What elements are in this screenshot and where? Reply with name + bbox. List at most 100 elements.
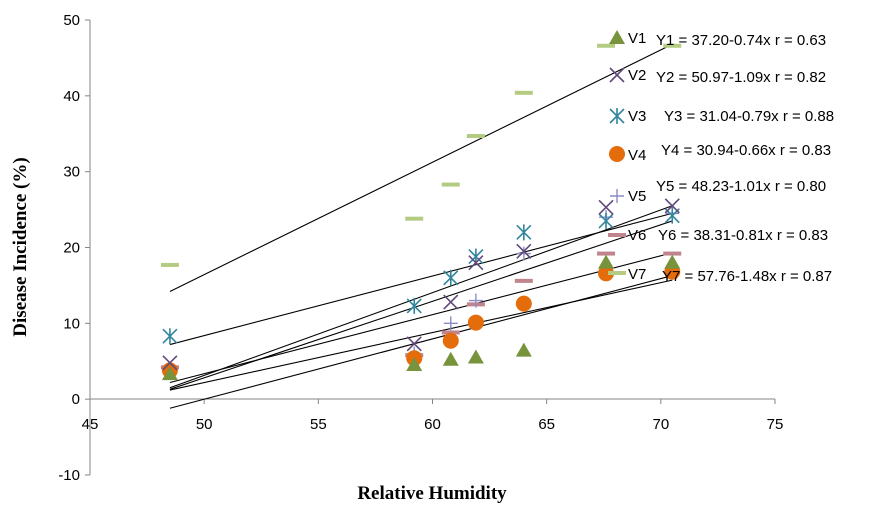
triangle-marker xyxy=(515,342,532,357)
x-marker xyxy=(468,255,484,271)
plus-marker xyxy=(443,316,458,331)
asterisk-marker xyxy=(598,212,614,229)
y-axis-label: Disease Incidence (%) xyxy=(10,157,31,336)
point-v1 xyxy=(467,349,484,364)
point-v4 xyxy=(515,295,532,312)
asterisk-marker xyxy=(443,269,459,286)
legend-entry-v6: V6 Y6 = 38.31-0.81x r = 0.83 xyxy=(608,227,828,244)
regression-equation: Y6 = 38.31-0.81x r = 0.83 xyxy=(658,227,828,244)
x-tick-label: 75 xyxy=(767,416,784,433)
legend-entry-v3: V3 Y3 = 31.04-0.79x r = 0.88 xyxy=(609,108,834,125)
legend-label: V6 xyxy=(628,227,646,244)
point-v7 xyxy=(441,182,460,187)
fit-line-v1 xyxy=(169,43,673,292)
point-v1 xyxy=(664,254,681,269)
point-v5 xyxy=(443,316,458,331)
point-v2 xyxy=(468,255,484,271)
triangle-marker xyxy=(406,357,423,372)
x-tick-label: 70 xyxy=(652,416,669,433)
circle-marker xyxy=(598,265,615,282)
x-marker xyxy=(609,67,625,83)
legend-label: V3 xyxy=(628,108,646,125)
point-v5 xyxy=(516,246,531,261)
point-v5 xyxy=(468,293,483,308)
point-v6 xyxy=(597,251,616,256)
y-tick-label: 20 xyxy=(63,240,80,257)
x-marker xyxy=(162,355,178,371)
regression-equation: Y1 = 37.20-0.74x r = 0.63 xyxy=(656,32,826,49)
x-tick-label: 45 xyxy=(82,416,99,433)
x-tick-label: 55 xyxy=(310,416,327,433)
legend-entry-v5: V5 Y5 = 48.23-1.01x r = 0.80 xyxy=(610,178,826,205)
dash-marker xyxy=(405,216,424,221)
point-v3 xyxy=(516,224,532,241)
data-points xyxy=(160,43,682,381)
x-marker xyxy=(443,294,459,310)
point-v7 xyxy=(160,262,179,267)
y-tick-label: 30 xyxy=(63,164,80,181)
x-axis-label: Relative Humidity xyxy=(357,483,507,504)
point-v7 xyxy=(405,216,424,221)
point-v3 xyxy=(598,212,614,229)
circle-marker xyxy=(609,146,625,162)
point-v2 xyxy=(443,294,459,310)
circle-marker xyxy=(515,295,532,312)
legend-entry-v2: V2 Y2 = 50.97-1.09x r = 0.82 xyxy=(609,67,826,86)
point-v1 xyxy=(598,254,615,269)
legend-marker-v5 xyxy=(610,189,624,203)
triangle-marker xyxy=(442,351,459,366)
point-v2 xyxy=(516,243,532,259)
point-v3 xyxy=(406,297,422,314)
point-v2 xyxy=(162,355,178,371)
dash-marker xyxy=(441,182,460,187)
circle-marker xyxy=(467,314,484,331)
axes: -10 0 10 20 30 40 50 45 50 55 60 65 70 75 xyxy=(58,12,783,484)
point-v7 xyxy=(597,43,616,48)
legend-marker-v4 xyxy=(609,146,625,162)
point-v4 xyxy=(442,332,459,349)
triangle-marker xyxy=(161,366,178,381)
fit-lines xyxy=(169,43,673,409)
dash-marker xyxy=(514,90,533,95)
legend-entry-v7: V7 Y7 = 57.76-1.48x r = 0.87 xyxy=(608,266,832,285)
dash-marker xyxy=(663,43,682,48)
dash-marker xyxy=(597,251,616,256)
dash-marker xyxy=(514,278,533,283)
y-tick-label: 50 xyxy=(63,12,80,29)
dash-marker xyxy=(608,233,626,237)
legend-label: V1 xyxy=(628,30,646,47)
point-v4 xyxy=(467,314,484,331)
legend-label: V5 xyxy=(628,188,646,205)
circle-marker xyxy=(442,332,459,349)
dash-marker xyxy=(597,43,616,48)
x-tick-label: 60 xyxy=(424,416,441,433)
fit-line-v5 xyxy=(169,220,673,390)
fit-line-v3 xyxy=(169,212,673,346)
x-tick-label: 50 xyxy=(196,416,213,433)
point-v7 xyxy=(514,90,533,95)
point-v7 xyxy=(663,43,682,48)
regression-equation: Y2 = 50.97-1.09x r = 0.82 xyxy=(656,69,826,86)
regression-equation: Y3 = 31.04-0.79x r = 0.88 xyxy=(664,108,834,125)
regression-equation: Y7 = 57.76-1.48x r = 0.87 xyxy=(662,268,832,285)
x-marker xyxy=(406,336,422,352)
legend-marker-v2 xyxy=(609,67,625,83)
legend-label: V7 xyxy=(628,266,646,283)
x-marker xyxy=(598,199,614,215)
y-tick-label: 40 xyxy=(63,88,80,105)
dash-marker xyxy=(441,330,460,335)
point-v1 xyxy=(161,366,178,381)
asterisk-marker xyxy=(516,224,532,241)
y-tick-label: 10 xyxy=(63,315,80,332)
y-tick-label: 0 xyxy=(72,391,80,408)
point-v2 xyxy=(598,199,614,215)
point-v2 xyxy=(406,336,422,352)
point-v3 xyxy=(443,269,459,286)
dash-marker xyxy=(663,251,682,256)
legend-marker-v1 xyxy=(609,30,625,44)
x-marker xyxy=(664,198,680,214)
x-tick-label: 65 xyxy=(538,416,555,433)
fit-line-v2 xyxy=(169,205,673,389)
y-tick-label: -10 xyxy=(58,467,80,484)
